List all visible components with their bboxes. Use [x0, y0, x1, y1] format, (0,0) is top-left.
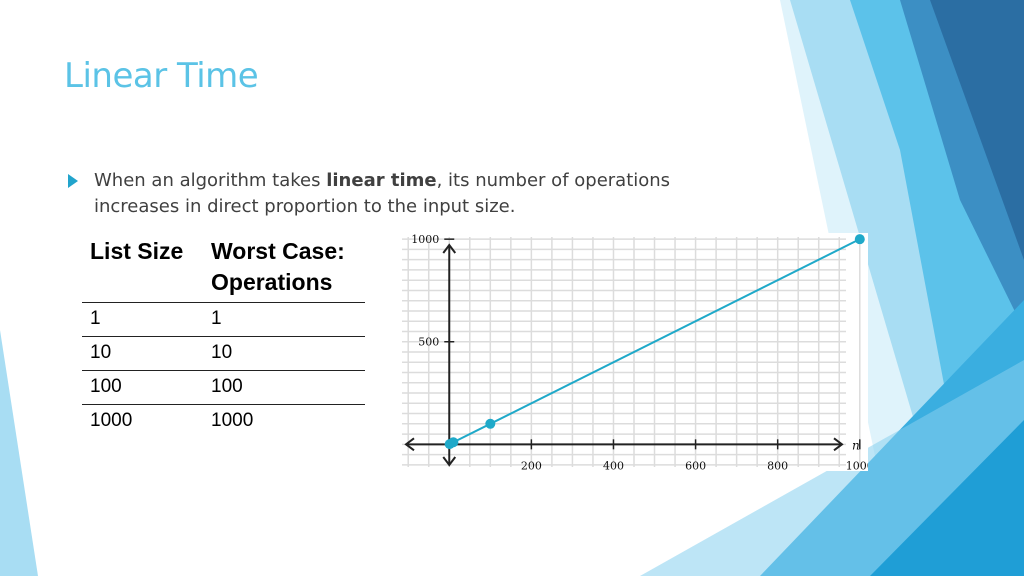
data-point	[448, 437, 459, 448]
table-header-row: List Size Worst Case: Operations	[82, 234, 365, 303]
cell-operations: 1	[203, 302, 365, 337]
complexity-table: List Size Worst Case: Operations 1 1 10 …	[82, 234, 365, 438]
x-axis-arrow-right	[833, 437, 844, 452]
cell-list-size: 1000	[90, 410, 133, 431]
linear-chart-svg: 200 400 600 800 1000 500 1000 n	[402, 233, 868, 471]
x-axis-label: n	[852, 438, 860, 452]
y-axis-arrow-bottom	[442, 456, 457, 467]
header-worst-case: Worst Case: Operations	[203, 234, 365, 303]
data-point	[854, 234, 865, 245]
x-axis-arrow-left	[404, 437, 415, 452]
left-decoration	[0, 330, 38, 576]
cell-list-size: 1	[82, 302, 203, 337]
cell-operations: 10	[203, 336, 365, 371]
x-tick-label: 200	[521, 459, 542, 471]
y-axis-arrow-top	[442, 243, 457, 254]
data-point	[485, 418, 496, 429]
bullet-text: When an algorithm takes linear time, its…	[94, 168, 728, 220]
x-tick-label: 800	[767, 459, 788, 471]
y-tick-label: 500	[418, 336, 439, 349]
x-tick-label: 1000	[846, 459, 868, 471]
cell-operations: 100	[203, 370, 365, 405]
table-row: 1000 1000	[82, 405, 365, 439]
bullet-point: When an algorithm takes linear time, its…	[68, 168, 728, 220]
cell-list-size: 100	[82, 370, 203, 405]
cell-operations: 1000	[211, 410, 254, 431]
bullet-text-pre: When an algorithm takes	[94, 170, 327, 191]
y-tick-label: 1000	[411, 233, 439, 246]
table-row: 10 10	[82, 336, 365, 371]
table-row: 100 100	[82, 370, 365, 405]
bullet-text-bold: linear time	[326, 170, 437, 191]
header-list-size: List Size	[82, 234, 203, 303]
cell-list-size: 10	[82, 336, 203, 371]
table-row: 1 1	[82, 302, 365, 337]
linear-chart: 200 400 600 800 1000 500 1000 n	[400, 233, 868, 471]
x-tick-label: 600	[685, 459, 706, 471]
x-tick-label: 400	[603, 459, 624, 471]
bullet-arrow-icon	[68, 174, 78, 188]
slide-title: Linear Time	[64, 56, 259, 96]
bullet-text-post: , its number of operations increases in …	[94, 170, 671, 217]
